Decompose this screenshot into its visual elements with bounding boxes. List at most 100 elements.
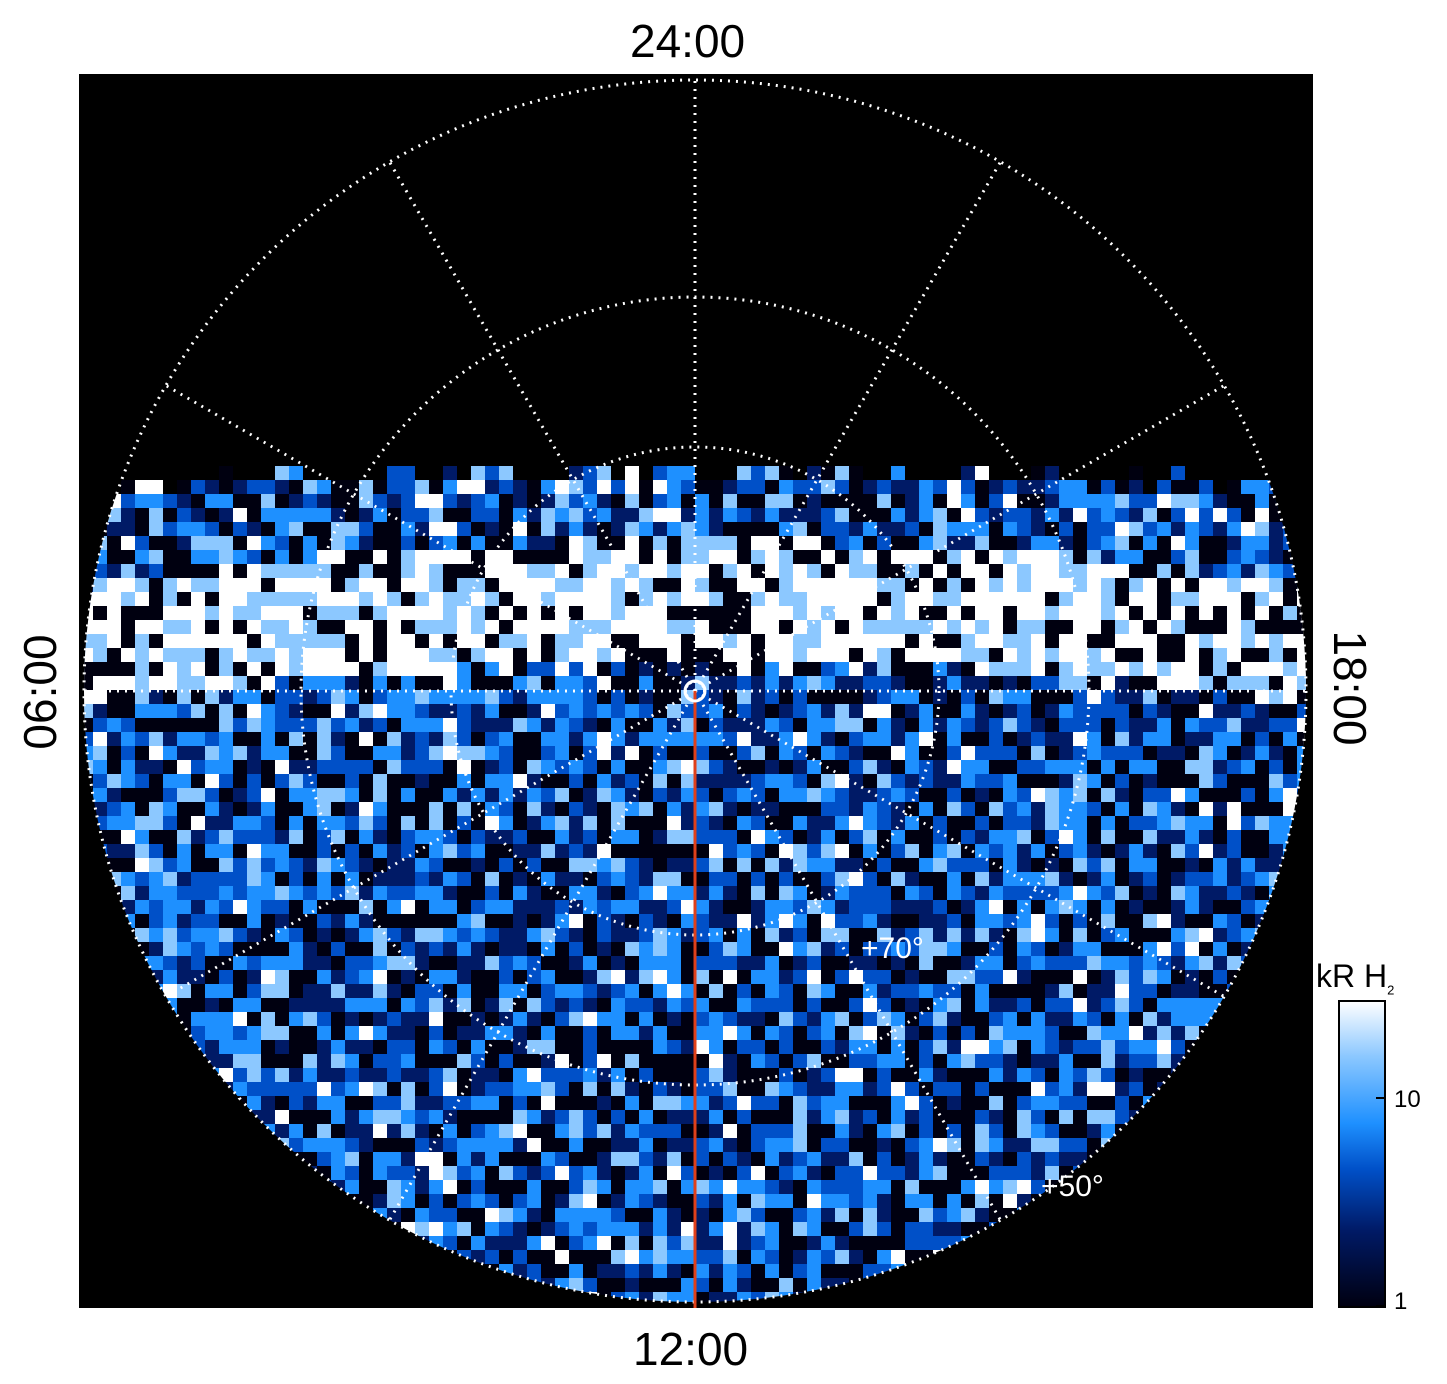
emission-pixel	[1045, 620, 1059, 634]
emission-pixel	[1031, 816, 1045, 830]
emission-pixel	[933, 1068, 947, 1082]
emission-pixel	[345, 648, 359, 662]
emission-pixel	[303, 914, 317, 928]
emission-pixel	[1199, 522, 1213, 536]
emission-pixel	[359, 1082, 373, 1096]
emission-pixel	[947, 1194, 961, 1208]
emission-pixel	[93, 536, 107, 550]
emission-pixel	[345, 1068, 359, 1082]
emission-pixel	[219, 620, 233, 634]
emission-pixel	[387, 1180, 401, 1194]
emission-pixel	[961, 1236, 975, 1250]
emission-pixel	[84, 802, 93, 816]
emission-pixel	[317, 914, 331, 928]
emission-pixel	[891, 970, 905, 984]
emission-pixel	[667, 914, 681, 928]
emission-pixel	[149, 690, 163, 704]
emission-pixel	[611, 1152, 625, 1166]
emission-pixel	[779, 690, 793, 704]
emission-pixel	[891, 592, 905, 606]
emission-pixel	[555, 732, 569, 746]
emission-pixel	[1045, 886, 1059, 900]
emission-pixel	[471, 844, 485, 858]
emission-pixel	[1185, 830, 1199, 844]
emission-pixel	[625, 914, 639, 928]
emission-pixel	[84, 1040, 93, 1054]
emission-pixel	[527, 620, 541, 634]
emission-pixel	[1227, 1166, 1241, 1180]
emission-pixel	[751, 886, 765, 900]
emission-pixel	[751, 1082, 765, 1096]
emission-pixel	[1073, 802, 1087, 816]
emission-pixel	[499, 1180, 513, 1194]
emission-pixel	[821, 942, 835, 956]
emission-pixel	[555, 1026, 569, 1040]
emission-pixel	[205, 1096, 219, 1110]
emission-pixel	[443, 886, 457, 900]
emission-pixel	[1157, 550, 1171, 564]
emission-pixel	[527, 1222, 541, 1236]
emission-pixel	[401, 998, 415, 1012]
emission-pixel	[149, 998, 163, 1012]
emission-pixel	[1143, 1180, 1157, 1194]
emission-pixel	[891, 844, 905, 858]
emission-pixel	[261, 914, 275, 928]
emission-pixel	[723, 1222, 737, 1236]
emission-pixel	[1171, 732, 1185, 746]
emission-pixel	[373, 1166, 387, 1180]
emission-pixel	[1157, 844, 1171, 858]
emission-pixel	[135, 1068, 149, 1082]
emission-pixel	[163, 816, 177, 830]
emission-pixel	[93, 508, 107, 522]
emission-pixel	[597, 872, 611, 886]
emission-pixel	[1087, 858, 1101, 872]
emission-pixel	[135, 914, 149, 928]
emission-pixel	[877, 830, 891, 844]
emission-pixel	[541, 1082, 555, 1096]
emission-pixel	[961, 564, 975, 578]
emission-pixel	[611, 942, 625, 956]
emission-pixel	[793, 1180, 807, 1194]
emission-pixel	[779, 956, 793, 970]
emission-pixel	[779, 942, 793, 956]
emission-pixel	[779, 1194, 793, 1208]
emission-pixel	[527, 1124, 541, 1138]
emission-pixel	[751, 984, 765, 998]
emission-pixel	[1199, 676, 1213, 690]
emission-pixel	[163, 1082, 177, 1096]
emission-pixel	[989, 928, 1003, 942]
emission-pixel	[373, 984, 387, 998]
emission-pixel	[681, 592, 695, 606]
emission-pixel	[359, 1068, 373, 1082]
emission-pixel	[527, 998, 541, 1012]
emission-pixel	[611, 872, 625, 886]
emission-pixel	[611, 858, 625, 872]
emission-pixel	[233, 1040, 247, 1054]
emission-pixel	[93, 564, 107, 578]
emission-pixel	[709, 1152, 723, 1166]
emission-pixel	[149, 1208, 163, 1222]
emission-pixel	[289, 606, 303, 620]
emission-pixel	[345, 788, 359, 802]
emission-pixel	[723, 1068, 737, 1082]
emission-pixel	[779, 662, 793, 676]
emission-pixel	[513, 1236, 527, 1250]
emission-pixel	[555, 970, 569, 984]
emission-pixel	[1283, 858, 1297, 872]
emission-pixel	[513, 1180, 527, 1194]
emission-pixel	[261, 1152, 275, 1166]
emission-pixel	[527, 1040, 541, 1054]
emission-pixel	[247, 998, 261, 1012]
emission-pixel	[443, 732, 457, 746]
emission-pixel	[989, 550, 1003, 564]
emission-pixel	[877, 1054, 891, 1068]
emission-pixel	[247, 676, 261, 690]
emission-pixel	[233, 1180, 247, 1194]
emission-pixel	[933, 760, 947, 774]
emission-pixel	[947, 1250, 961, 1264]
emission-pixel	[863, 984, 877, 998]
emission-pixel	[275, 844, 289, 858]
emission-pixel	[499, 1194, 513, 1208]
emission-pixel	[555, 1180, 569, 1194]
emission-pixel	[1185, 550, 1199, 564]
